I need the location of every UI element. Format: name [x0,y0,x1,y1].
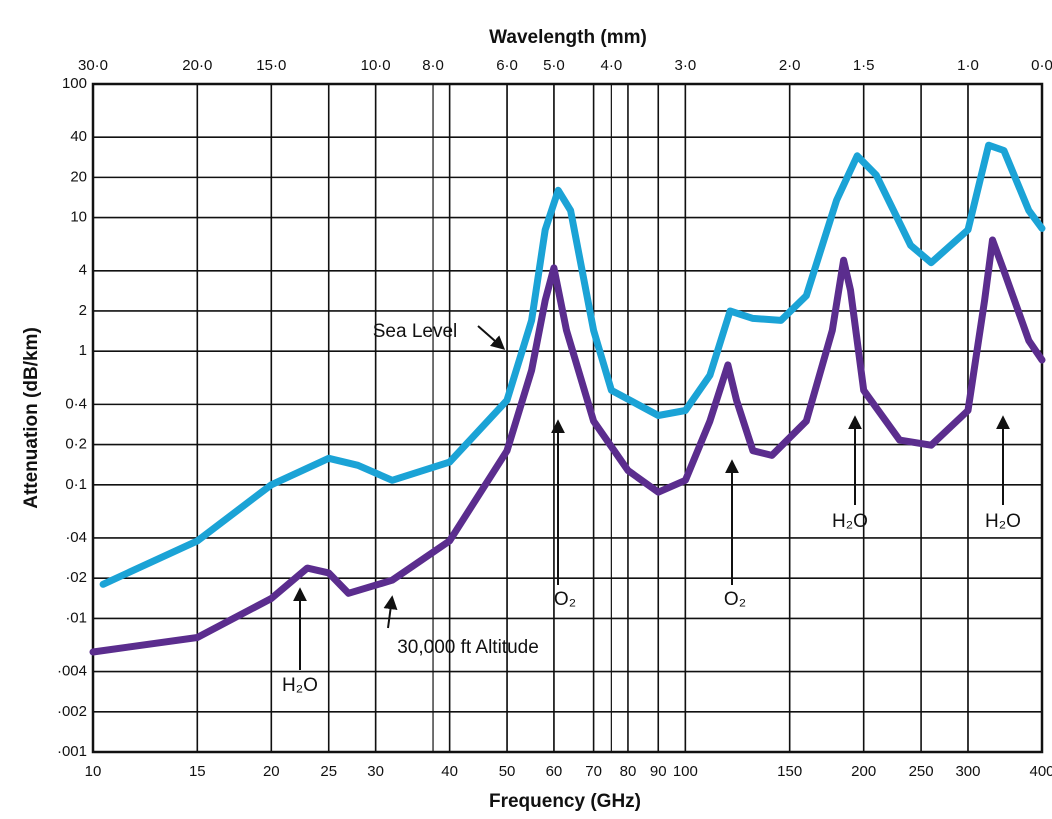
y-tick-label: ·04 [65,529,87,546]
y-tick-label: 0·2 [65,436,87,453]
top-tick-label: 20·0 [182,57,212,74]
y-tick-label: ·004 [57,663,87,680]
y-tick-label: 0·1 [65,476,87,493]
x-tick-label: 200 [851,763,876,780]
y-tick-label: 4 [79,262,87,279]
annotation: 30,000 ft Altitude [397,637,539,658]
x-tick-label: 250 [909,763,934,780]
x-tick-label: 400 [1029,763,1052,780]
top-tick-label: 4·0 [601,57,623,74]
top-tick-label: 8·0 [422,57,444,74]
top-tick-label: 6·0 [496,57,518,74]
top-tick-label: 5·0 [543,57,565,74]
x-tick-label: 40 [441,763,458,780]
x-tick-label: 25 [320,763,337,780]
y-axis-label: Attenuation (dB/km) [21,327,42,509]
top-tick-label: 1·0 [957,57,979,74]
y-tick-label: 0·4 [65,395,87,412]
top-axis-label: Wavelength (mm) [489,27,647,48]
y-tick-label: 2 [79,302,87,319]
x-tick-label: 10 [85,763,102,780]
y-tick-label: ·02 [65,569,87,586]
annotation-arrow [383,595,398,629]
y-tick-label: 40 [70,128,87,145]
top-tick-label: 2·0 [779,57,801,74]
x-tick-label: 90 [650,763,667,780]
x-axis-label: Frequency (GHz) [489,791,641,812]
series-line [99,141,1046,588]
y-tick-label: ·002 [57,703,87,720]
y-tick-label: 20 [70,168,87,185]
x-tick-label: 300 [955,763,980,780]
x-tick-label: 70 [585,763,602,780]
annotation: O₂ [724,589,746,610]
top-tick-label: 30·0 [78,57,108,74]
y-tick-label: 1 [79,342,87,359]
x-tick-label: 80 [620,763,637,780]
top-tick-label: 15·0 [256,57,286,74]
top-tick-label: 1·5 [853,57,875,74]
top-tick-label: 3·0 [675,57,697,74]
x-tick-label: 50 [499,763,516,780]
x-tick-label: 100 [673,763,698,780]
annotation: H₂O [832,511,868,532]
x-tick-label: 30 [367,763,384,780]
annotation: H₂O [985,511,1021,532]
y-tick-label: ·01 [65,609,87,626]
annotation: H₂O [282,675,318,696]
annotation: Sea Level [373,321,458,342]
y-tick-label: 10 [70,209,87,226]
plot-frame [91,82,1044,754]
y-tick-label: 100 [62,75,87,92]
annotation: O₂ [554,589,576,610]
x-tick-label: 150 [777,763,802,780]
x-tick-label: 15 [189,763,206,780]
top-tick-label: 10·0 [361,57,391,74]
annotation-arrow [477,325,506,350]
top-tick-label: 0·0 [1031,57,1052,74]
x-tick-label: 60 [546,763,563,780]
y-tick-label: ·001 [57,743,87,760]
series-line [89,236,1046,656]
x-tick-label: 20 [263,763,280,780]
